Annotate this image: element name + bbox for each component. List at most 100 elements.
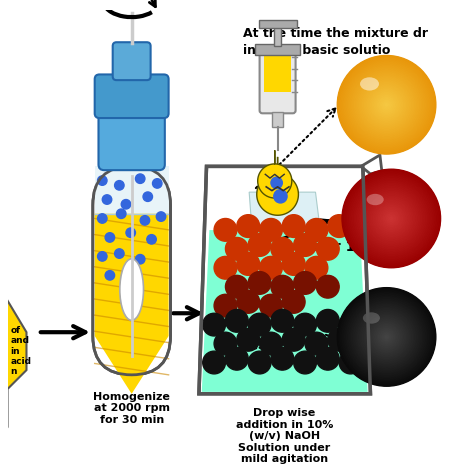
Circle shape <box>317 237 339 260</box>
Circle shape <box>359 309 414 365</box>
Circle shape <box>346 64 427 146</box>
Circle shape <box>368 196 414 241</box>
Circle shape <box>347 298 426 376</box>
Circle shape <box>374 201 409 237</box>
Circle shape <box>271 275 294 298</box>
Circle shape <box>226 237 248 260</box>
Circle shape <box>356 74 418 136</box>
Circle shape <box>344 171 439 266</box>
Circle shape <box>359 186 424 251</box>
Circle shape <box>388 215 395 222</box>
Circle shape <box>385 103 388 107</box>
Circle shape <box>375 325 398 349</box>
Circle shape <box>354 304 419 370</box>
Circle shape <box>340 291 433 383</box>
Circle shape <box>339 57 434 152</box>
Circle shape <box>328 215 351 237</box>
Circle shape <box>350 301 423 374</box>
Circle shape <box>367 85 406 125</box>
Circle shape <box>377 204 405 233</box>
Circle shape <box>376 94 397 115</box>
Circle shape <box>126 228 136 237</box>
Circle shape <box>359 77 414 133</box>
Circle shape <box>344 294 429 380</box>
FancyBboxPatch shape <box>93 166 171 375</box>
Circle shape <box>374 324 400 350</box>
Circle shape <box>356 183 427 254</box>
Circle shape <box>237 291 260 313</box>
Circle shape <box>381 99 392 110</box>
Circle shape <box>338 57 435 153</box>
Circle shape <box>347 175 435 262</box>
Circle shape <box>360 78 413 131</box>
Circle shape <box>353 72 420 138</box>
Circle shape <box>294 234 317 256</box>
Circle shape <box>357 308 416 366</box>
Circle shape <box>361 312 412 362</box>
Circle shape <box>260 294 283 317</box>
Circle shape <box>356 74 417 135</box>
Text: After 10 min: After 10 min <box>301 240 399 254</box>
Polygon shape <box>257 157 299 215</box>
Circle shape <box>378 205 405 232</box>
Circle shape <box>346 65 427 145</box>
Circle shape <box>339 290 434 384</box>
Circle shape <box>380 207 403 230</box>
Circle shape <box>353 303 420 371</box>
Circle shape <box>140 216 150 225</box>
Circle shape <box>368 319 405 356</box>
Circle shape <box>345 64 428 146</box>
Circle shape <box>156 212 166 221</box>
Circle shape <box>339 351 362 374</box>
Circle shape <box>344 62 429 147</box>
Circle shape <box>373 91 401 119</box>
Circle shape <box>368 195 415 242</box>
Circle shape <box>271 177 283 189</box>
Circle shape <box>115 249 124 258</box>
Circle shape <box>385 103 388 106</box>
Circle shape <box>344 294 429 380</box>
Circle shape <box>346 173 437 264</box>
Circle shape <box>342 60 431 150</box>
Circle shape <box>382 332 392 342</box>
Circle shape <box>248 313 271 336</box>
Circle shape <box>345 296 428 378</box>
Circle shape <box>382 209 401 228</box>
Circle shape <box>346 297 427 377</box>
Circle shape <box>375 94 398 116</box>
Text: At the time the mixture dr: At the time the mixture dr <box>243 27 428 40</box>
Circle shape <box>361 188 422 249</box>
Circle shape <box>386 104 387 105</box>
Circle shape <box>136 174 145 183</box>
Circle shape <box>347 65 426 144</box>
Circle shape <box>105 233 115 242</box>
Circle shape <box>317 275 339 298</box>
Circle shape <box>136 255 145 264</box>
Bar <box>259 20 297 28</box>
Circle shape <box>274 190 287 203</box>
Circle shape <box>374 201 409 236</box>
Circle shape <box>237 328 260 351</box>
Circle shape <box>294 313 317 336</box>
Circle shape <box>373 323 400 350</box>
Circle shape <box>369 88 404 122</box>
Circle shape <box>357 75 416 134</box>
Circle shape <box>352 70 421 139</box>
Circle shape <box>378 328 395 346</box>
Circle shape <box>376 203 407 234</box>
Polygon shape <box>361 155 382 174</box>
Circle shape <box>354 72 419 137</box>
Circle shape <box>153 179 162 188</box>
Circle shape <box>341 292 432 383</box>
Circle shape <box>355 73 419 137</box>
Circle shape <box>271 237 294 260</box>
Circle shape <box>214 332 237 355</box>
Circle shape <box>389 216 394 221</box>
Text: Drop wise
addition in 10%
(w/v) NaOH
Solution under
mild agitation: Drop wise addition in 10% (w/v) NaOH Sol… <box>236 408 333 465</box>
Text: of
and
in
acid
n: of and in acid n <box>10 326 31 376</box>
Circle shape <box>339 313 362 336</box>
Circle shape <box>385 335 388 339</box>
Circle shape <box>353 180 430 257</box>
Circle shape <box>337 55 436 154</box>
Circle shape <box>391 218 392 219</box>
